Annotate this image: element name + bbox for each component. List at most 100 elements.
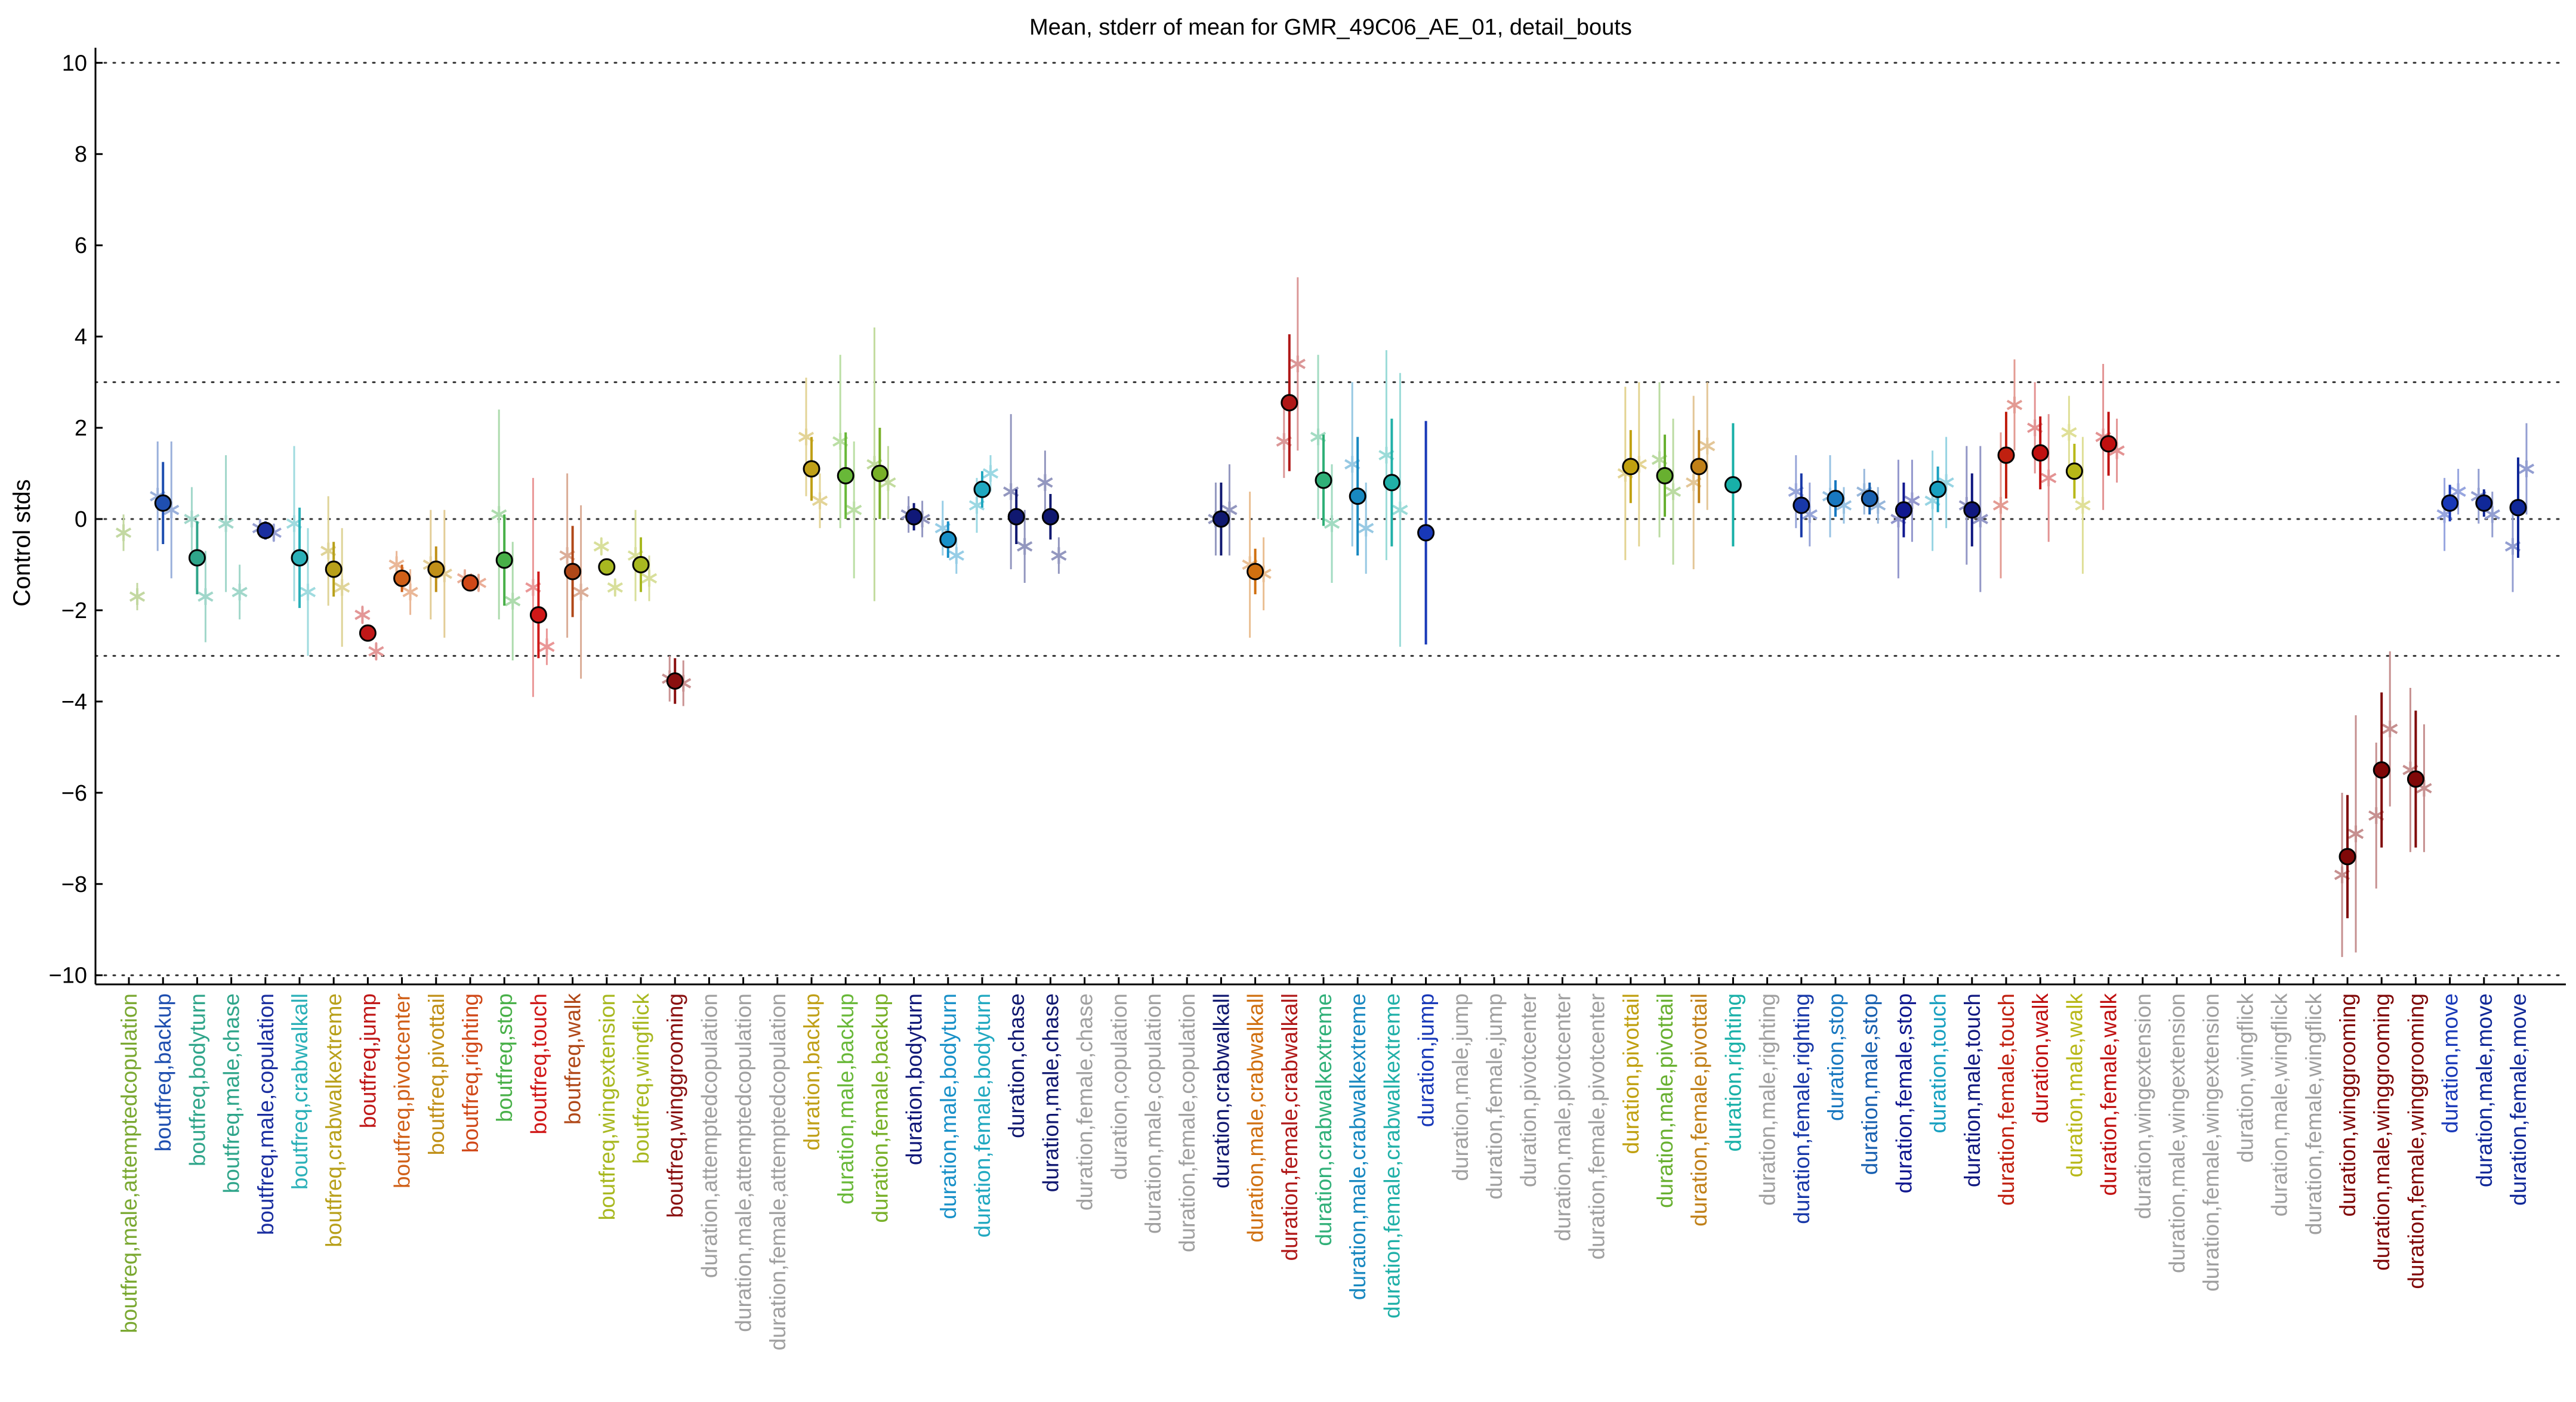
star-stroke (300, 586, 316, 598)
x-tick-label: duration,walk (2028, 993, 2053, 1124)
mean-marker (1963, 501, 1981, 519)
star-marker (1051, 547, 1067, 564)
mean-marker (1247, 563, 1264, 580)
x-tick-label: duration,male,attemptedcopulation (732, 993, 756, 1332)
x-tick-label: duration,male,winggrooming (2370, 993, 2394, 1271)
star-marker (300, 583, 316, 601)
star-marker (505, 592, 521, 610)
star-stroke (982, 468, 999, 479)
x-tick-label: boutfreq,winggrooming (663, 993, 687, 1218)
mean-marker (1007, 508, 1025, 526)
mean-marker (564, 563, 582, 580)
star-stroke (607, 582, 623, 593)
mean-marker (939, 530, 957, 548)
x-tick-label: duration,female,righting (1790, 993, 1814, 1224)
mean-marker (1724, 476, 1742, 494)
x-tick-label: boutfreq,wingextension (595, 993, 619, 1221)
y-tick-label: −4 (61, 690, 87, 715)
x-tick-label: boutfreq,walk (561, 993, 585, 1125)
mean-marker (2475, 494, 2493, 512)
star-stroke (573, 586, 589, 598)
y-tick-label: 8 (75, 142, 87, 167)
mean-marker (154, 494, 172, 512)
x-tick-label: duration,female,pivottail (1687, 993, 1711, 1227)
x-tick-label: duration,male,move (2472, 993, 2497, 1187)
x-tick-label: boutfreq,male,attemptedcopulation (117, 993, 141, 1333)
star-stroke (115, 527, 132, 538)
y-tick-label: −10 (49, 964, 87, 989)
star-stroke (2484, 509, 2500, 520)
x-tick-label: boutfreq,pivottail (424, 993, 449, 1156)
x-tick-label: duration,female,bodyturn (970, 993, 995, 1237)
x-tick-label: boutfreq,male,copulation (254, 993, 278, 1235)
mean-marker (2373, 761, 2390, 779)
mean-marker (1895, 501, 1912, 519)
star-stroke (2061, 427, 2077, 438)
x-tick-label: duration,backup (800, 993, 824, 1150)
star-stroke (1392, 504, 1408, 515)
mean-marker (632, 555, 650, 573)
mean-marker (393, 569, 411, 587)
star-marker (812, 492, 828, 509)
star-stroke (1870, 500, 1886, 511)
axes (94, 48, 2566, 986)
star-stroke (505, 595, 521, 607)
star-marker (354, 606, 371, 623)
y-tick-label: 4 (75, 325, 87, 350)
mean-marker (905, 508, 923, 526)
x-tick-label: boutfreq,touch (526, 993, 551, 1135)
star-marker (593, 538, 609, 555)
mean-marker (2509, 499, 2527, 517)
star-stroke (2347, 828, 2364, 839)
x-tick-label: duration,female,winggrooming (2404, 993, 2428, 1289)
x-tick-label: duration,male,pivotcenter (1550, 993, 1575, 1241)
star-marker (129, 588, 146, 605)
star-marker (1665, 483, 1682, 501)
x-tick-label: duration,male,stop (1858, 993, 1882, 1175)
star-marker (2006, 396, 2023, 413)
mean-marker (1690, 458, 1708, 475)
x-tick-label: duration,male,crabwalkextreme (1346, 993, 1370, 1300)
star-marker (1289, 356, 1306, 372)
star-stroke (2109, 445, 2125, 456)
x-tick-label: duration,female,copulation (1175, 993, 1199, 1252)
mean-marker (291, 549, 308, 567)
x-tick-label: duration,female,pivotcenter (1585, 993, 1609, 1259)
star-stroke (2006, 400, 2023, 410)
mean-marker (1041, 508, 1059, 526)
mean-marker (1827, 490, 1844, 508)
x-tick-label: duration,female,stop (1892, 993, 1916, 1193)
x-tick-label: duration,female,crabwalkextreme (1380, 993, 1404, 1318)
mean-marker (2031, 444, 2049, 462)
star-stroke (1835, 500, 1852, 511)
y-tick-label: 2 (75, 416, 87, 441)
star-stroke (2382, 724, 2398, 734)
star-stroke (880, 477, 896, 488)
x-tick-label: duration,wingextension (2131, 993, 2155, 1219)
x-tick-label: duration,female,wingflick (2302, 993, 2326, 1236)
star-stroke (388, 559, 405, 570)
x-tick-label: duration,female,walk (2097, 993, 2121, 1196)
mean-marker (1997, 446, 2015, 464)
star-marker (2347, 825, 2364, 842)
star-stroke (491, 509, 507, 520)
star-marker (1358, 520, 1374, 537)
star-stroke (2518, 464, 2535, 474)
star-stroke (2450, 486, 2466, 497)
mean-marker (1315, 471, 1332, 489)
star-marker (218, 515, 234, 532)
x-tick-label: duration,male,chase (1038, 993, 1063, 1192)
star-marker (334, 579, 350, 596)
star-stroke (798, 431, 815, 443)
star-marker (641, 570, 658, 587)
data-marks (115, 277, 2535, 958)
star-stroke (1358, 523, 1374, 534)
star-marker (2041, 470, 2057, 487)
x-tick-label: duration,wingflick (2233, 993, 2257, 1163)
star-stroke (1289, 359, 1306, 369)
mean-marker (461, 574, 479, 592)
x-tick-label: boutfreq,crabwalkextreme (322, 993, 346, 1247)
x-tick-label: duration,female,backup (868, 993, 892, 1223)
star-marker (1324, 515, 1340, 532)
